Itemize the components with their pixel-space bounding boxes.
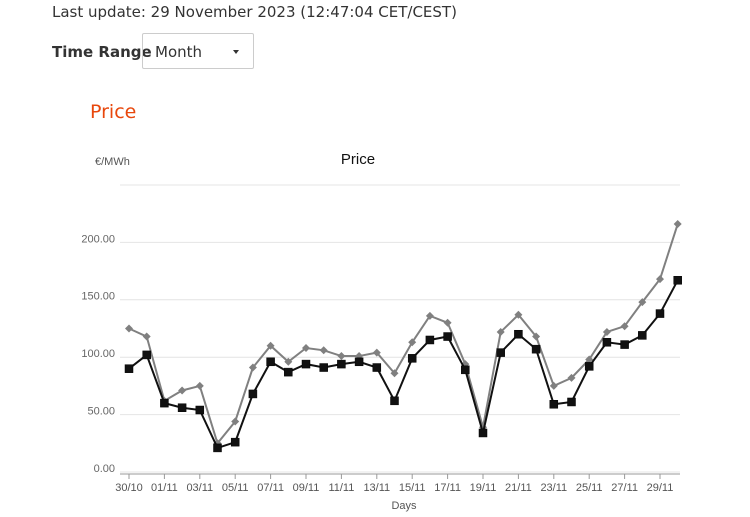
time-range-dropdown[interactable]: Month	[142, 33, 254, 69]
point-marker	[408, 338, 417, 347]
point-marker	[496, 327, 505, 336]
point-marker	[160, 398, 169, 408]
point-marker	[178, 386, 187, 395]
point-marker	[248, 363, 257, 372]
point-marker	[638, 298, 647, 307]
point-marker	[301, 359, 311, 369]
x-tick-label: 23/11	[540, 482, 567, 494]
point-marker	[372, 348, 381, 357]
x-tick-label: 30/10	[115, 482, 143, 494]
last-update: Last update: 29 November 2023 (12:47:04 …	[52, 3, 457, 21]
chart-title: Price	[341, 151, 375, 168]
y-tick-label: 50.00	[87, 406, 115, 418]
x-tick-label: 25/11	[576, 482, 603, 494]
x-tick-label: 11/11	[328, 482, 354, 494]
point-marker	[584, 362, 594, 371]
section-title: Price	[90, 101, 137, 123]
point-marker	[177, 403, 187, 412]
x-tick-label: 01/11	[151, 482, 178, 494]
y-tick-label: 100.00	[81, 348, 115, 360]
point-marker	[390, 396, 399, 406]
point-marker	[319, 346, 328, 355]
point-marker	[266, 357, 275, 367]
point-marker	[266, 341, 275, 350]
y-axis-label: €/MWh	[95, 156, 130, 168]
point-marker	[231, 417, 240, 426]
point-marker	[425, 335, 435, 345]
point-marker	[125, 324, 133, 333]
point-marker	[602, 338, 612, 347]
point-marker	[319, 363, 328, 372]
point-marker	[337, 359, 346, 369]
point-marker	[673, 220, 682, 229]
point-marker	[514, 310, 523, 319]
point-marker	[195, 405, 205, 415]
point-marker	[532, 332, 541, 341]
x-tick-label: 15/11	[399, 482, 426, 494]
point-marker	[195, 381, 204, 390]
point-marker	[638, 331, 647, 340]
x-tick-label: 07/11	[257, 482, 284, 494]
series-line	[128, 223, 679, 446]
point-marker	[620, 322, 629, 331]
point-marker	[567, 373, 576, 382]
point-marker	[602, 327, 611, 336]
point-marker	[567, 397, 576, 407]
point-marker	[230, 437, 240, 447]
point-marker	[407, 354, 417, 363]
point-marker	[248, 389, 258, 399]
point-marker	[514, 329, 523, 339]
point-marker	[531, 344, 541, 354]
point-marker	[372, 363, 382, 372]
y-tick-label: 200.00	[81, 233, 115, 245]
point-marker	[354, 357, 364, 367]
point-marker	[620, 340, 629, 349]
point-marker	[496, 348, 505, 357]
point-marker	[443, 332, 452, 341]
point-marker	[443, 318, 452, 327]
point-marker	[337, 352, 346, 361]
x-axis-label: Days	[391, 500, 417, 512]
point-marker	[478, 428, 488, 438]
x-tick-label: 09/11	[293, 482, 320, 494]
x-tick-label: 17/11	[434, 482, 461, 494]
point-marker	[461, 365, 470, 375]
x-tick-label: 05/11	[222, 482, 249, 494]
x-tick-label: 19/11	[470, 482, 497, 494]
point-marker	[549, 381, 558, 390]
point-marker	[142, 350, 151, 360]
point-marker	[549, 400, 559, 409]
x-tick-label: 21/11	[505, 482, 532, 494]
x-tick-label: 29/11	[647, 482, 674, 494]
point-marker	[585, 355, 594, 364]
x-tick-label: 13/11	[363, 482, 390, 494]
x-tick-label: 03/11	[186, 482, 213, 494]
point-marker	[284, 357, 293, 366]
point-marker	[124, 364, 134, 373]
dropdown-caret	[233, 50, 239, 54]
dropdown-value: Month	[155, 43, 203, 61]
point-marker	[673, 276, 682, 285]
point-marker	[390, 369, 399, 378]
point-marker	[656, 275, 664, 284]
y-tick-label: 0.00	[94, 463, 115, 475]
point-marker	[425, 311, 434, 320]
point-marker	[302, 344, 310, 353]
point-marker	[142, 332, 151, 341]
point-marker	[655, 309, 665, 318]
x-tick-label: 27/11	[611, 482, 638, 494]
time-range-label: Time Range	[52, 43, 152, 61]
point-marker	[213, 443, 222, 453]
point-marker	[284, 367, 293, 377]
y-tick-label: 150.00	[81, 291, 115, 303]
